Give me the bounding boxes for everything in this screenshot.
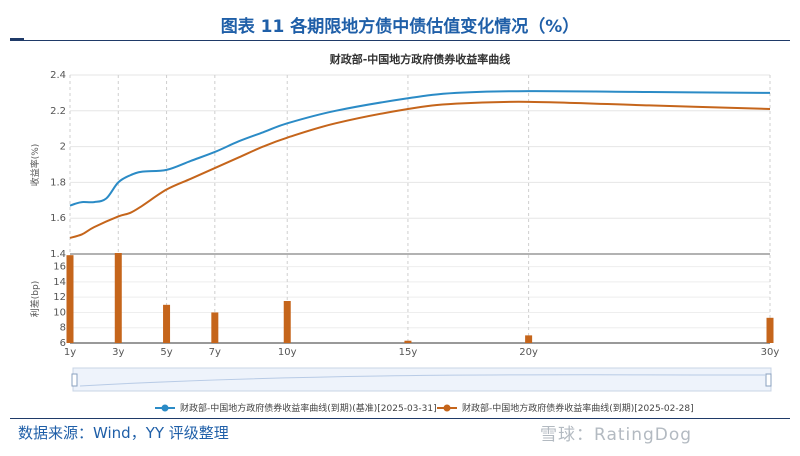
- spread-panel-grid: [70, 266, 770, 344]
- x-tick-label: 5y: [160, 347, 172, 358]
- yield-panel-grid: [70, 74, 770, 255]
- yield-y-tick-label: 2.2: [50, 106, 66, 117]
- zoom-handle-right[interactable]: [765, 373, 772, 387]
- legend-series-1[interactable]: 财政部-中国地方政府债券收益率曲线(到期)(基准)[2025-03-31]: [155, 402, 437, 414]
- spread-bars: [66, 253, 774, 343]
- legend-marker-dot-2: [443, 404, 451, 412]
- spread-axis-title: 利差(bp): [29, 281, 41, 317]
- yield-y-tick-label: 2: [60, 142, 66, 153]
- x-tick-label: 3y: [112, 347, 124, 358]
- spread-bar: [766, 317, 774, 343]
- zoom-slider[interactable]: [71, 367, 772, 392]
- watermark: 雪球：RatingDog: [540, 425, 693, 445]
- legend-series-2[interactable]: 财政部-中国地方政府债券收益率曲线(到期)[2025-02-28]: [437, 402, 694, 414]
- x-tick-label: 20y: [519, 347, 538, 358]
- figure-heading: 图表 11 各期限地方债中债估值变化情况（%）: [220, 17, 580, 37]
- x-tick-label: 7y: [209, 347, 221, 358]
- spread-y-tick-label: 10: [53, 307, 66, 318]
- zoom-slider-track[interactable]: [72, 367, 772, 392]
- legend-label-2: 财政部-中国地方政府债券收益率曲线(到期)[2025-02-28]: [462, 402, 694, 414]
- spread-y-tick-label: 14: [53, 277, 66, 288]
- yield-y-ticks: 1.4 1.6 1.8 2 2.2 2.4: [50, 70, 66, 260]
- tenor-gridlines: [69, 75, 771, 343]
- spread-bar: [163, 304, 171, 343]
- spread-y-tick-label: 8: [60, 323, 66, 334]
- spread-y-tick-label: 16: [53, 262, 66, 273]
- zoom-slider-preview: [79, 374, 766, 387]
- x-tick-label: 30y: [761, 347, 780, 358]
- x-tick-label: 10y: [278, 347, 297, 358]
- heading-rule: [10, 40, 790, 41]
- yield-y-tick-label: 1.6: [50, 213, 66, 224]
- spread-bar: [114, 253, 122, 343]
- heading-rule-accent: [10, 38, 24, 40]
- spread-y-ticks: 6 8 10 12 14 16: [53, 262, 66, 349]
- spread-bar: [283, 301, 291, 343]
- spread-bar: [525, 335, 533, 343]
- x-tick-label: 15y: [399, 347, 418, 358]
- bottom-rule: [10, 418, 790, 419]
- yield-y-tick-label: 2.4: [50, 70, 66, 81]
- spread-bar: [211, 312, 219, 343]
- spread-bar: [66, 255, 74, 343]
- spread-y-tick-label: 6: [60, 338, 66, 349]
- spread-y-tick-label: 12: [53, 292, 66, 303]
- legend-marker-dot-1: [161, 404, 169, 412]
- yield-y-tick-label: 1.4: [50, 249, 66, 260]
- x-tick-label: 1y: [64, 347, 76, 358]
- chart-title: 财政部-中国地方政府债券收益率曲线: [329, 52, 511, 66]
- legend-label-1: 财政部-中国地方政府债券收益率曲线(到期)(基准)[2025-03-31]: [180, 402, 437, 414]
- yield-y-tick-label: 1.8: [50, 177, 66, 188]
- yield-line-series-1: [69, 90, 771, 207]
- yield-axis-title: 收益率(%): [29, 144, 41, 187]
- spread-bar: [404, 340, 412, 343]
- source-note: 数据来源：Wind，YY 评级整理: [18, 424, 229, 442]
- x-ticks: 1y 3y 5y 7y 10y 15y 20y 30y: [64, 347, 780, 358]
- zoom-handle-left[interactable]: [71, 373, 78, 387]
- yield-lines: [69, 90, 771, 239]
- yield-line-series-2: [69, 100, 771, 239]
